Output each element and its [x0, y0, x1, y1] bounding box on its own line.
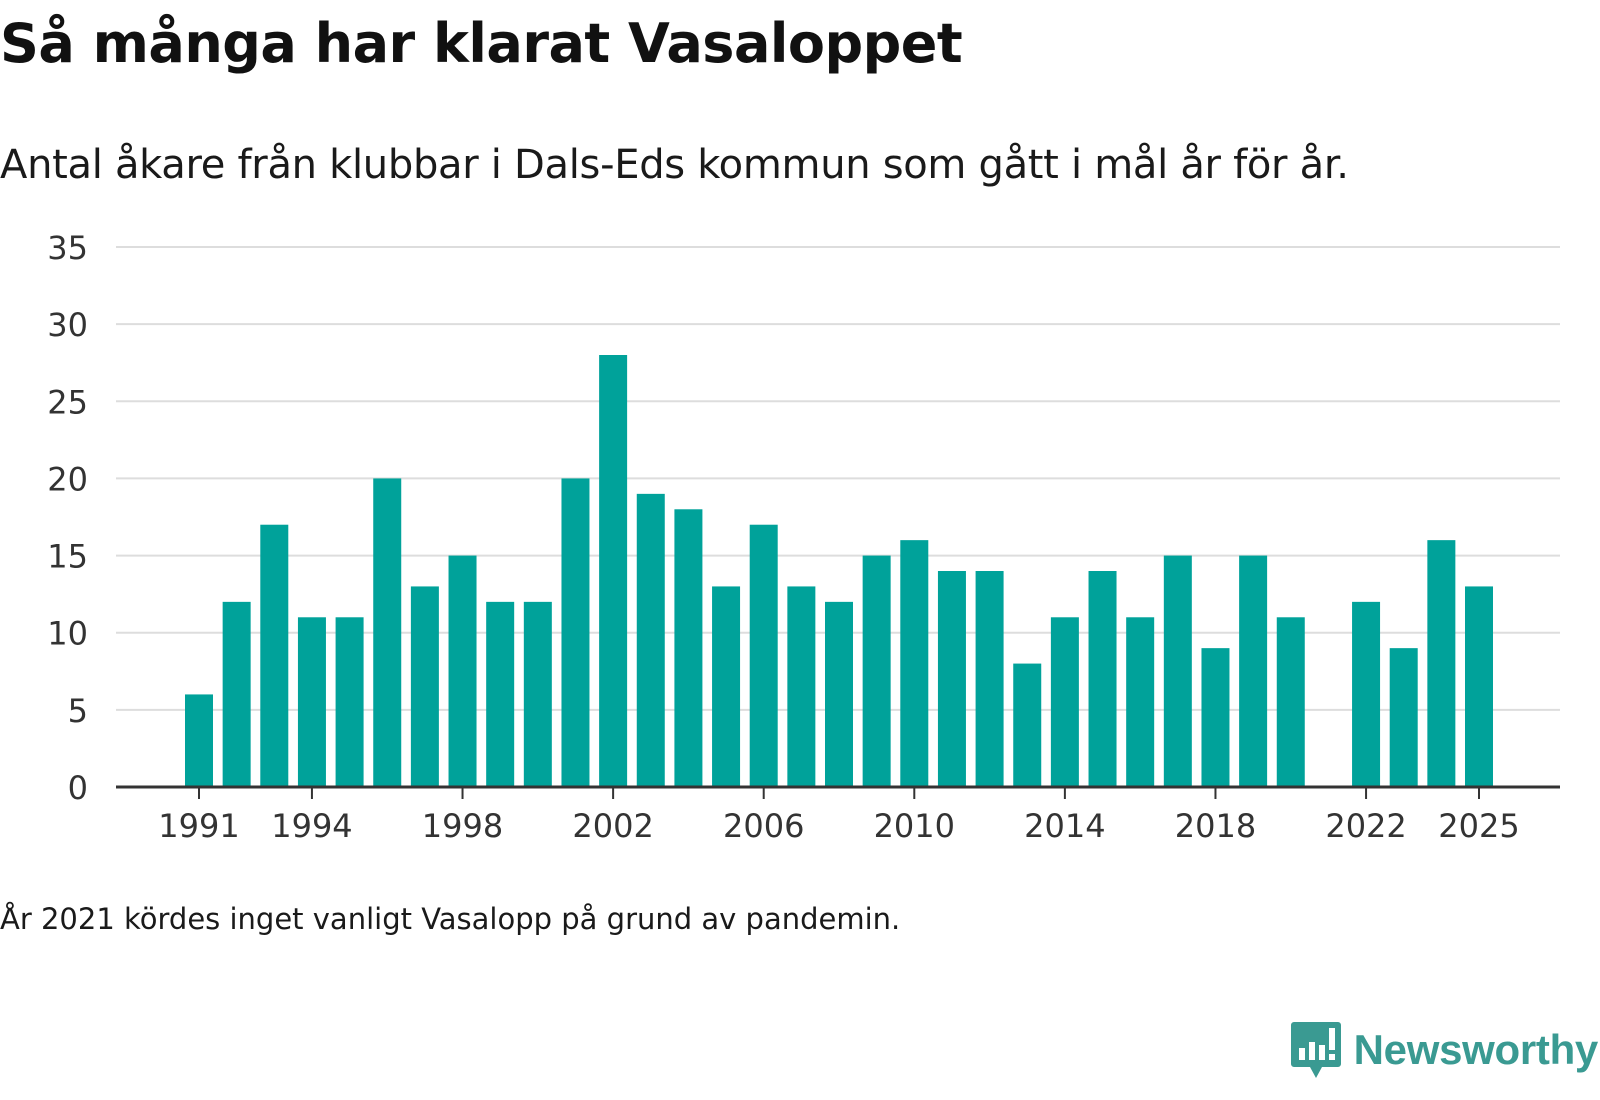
bar-2006	[749, 524, 778, 787]
y-tick-label: 30	[47, 306, 88, 344]
bar-1998	[448, 555, 477, 787]
bar-2013	[1013, 663, 1042, 787]
y-tick-label: 0	[68, 769, 88, 807]
bar-2018	[1201, 648, 1230, 787]
bar-2023	[1389, 648, 1418, 787]
bar-1993	[260, 524, 289, 787]
x-tick-label: 1998	[422, 807, 503, 845]
bar-2007	[787, 586, 816, 787]
brand-name: Newsworthy	[1353, 1026, 1599, 1073]
x-axis-ticks: 1991 1994 1998 2002 2006 2010 2014 2018 2022 2025	[158, 787, 1520, 845]
bar-2017	[1163, 555, 1192, 787]
bar-2020	[1276, 617, 1305, 787]
bar-1996	[373, 478, 402, 787]
bar-1995	[335, 617, 364, 787]
footnote: År 2021 kördes inget vanligt Vasalopp på…	[0, 902, 901, 936]
y-tick-label: 25	[47, 383, 88, 421]
y-tick-label: 35	[47, 229, 88, 267]
x-tick-label: 1994	[271, 807, 352, 845]
bar-2025	[1465, 586, 1493, 787]
bar-2011	[937, 571, 966, 787]
bar-2014	[1050, 617, 1079, 787]
bar-2005	[712, 586, 741, 787]
bar-2024	[1427, 540, 1456, 787]
bar-1999	[486, 601, 515, 787]
newsworthy-brand: Newsworthy	[1290, 1018, 1598, 1082]
bar-2009	[862, 555, 891, 787]
x-tick-label: 1991	[158, 807, 239, 845]
x-tick-label: 2022	[1325, 807, 1406, 845]
bars	[185, 355, 1493, 787]
x-tick-label: 2006	[723, 807, 804, 845]
y-tick-label: 10	[47, 615, 88, 653]
bar-2019	[1239, 555, 1268, 787]
x-tick-label: 2025	[1438, 807, 1519, 845]
bar-2004	[674, 509, 703, 787]
x-tick-label: 2014	[1024, 807, 1105, 845]
bar-1994	[297, 617, 326, 787]
bar-2008	[825, 601, 853, 787]
bar-2012	[975, 571, 1004, 787]
bar-2015	[1088, 571, 1117, 787]
bar-2001	[561, 478, 590, 787]
bar-2022	[1352, 601, 1381, 787]
x-tick-label: 2002	[572, 807, 653, 845]
newsworthy-logo-icon	[1290, 1022, 1341, 1078]
bar-1997	[410, 586, 439, 787]
y-tick-label: 15	[47, 538, 88, 576]
x-tick-label: 2018	[1175, 807, 1256, 845]
y-axis-ticks: 0 5 10 15 20 25 30 35	[47, 229, 88, 807]
chart-subtitle: Antal åkare från klubbar i Dals-Eds komm…	[0, 142, 1349, 188]
bar-2003	[636, 493, 665, 787]
bar-2000	[523, 601, 552, 787]
bar-2002	[599, 355, 628, 787]
bar-1992	[222, 601, 251, 787]
bar-1991	[185, 694, 213, 787]
x-tick-label: 2010	[874, 807, 955, 845]
bar-2016	[1126, 617, 1155, 787]
y-tick-label: 5	[68, 692, 88, 730]
y-tick-label: 20	[47, 460, 88, 498]
chart-title: Så många har klarat Vasaloppet	[0, 12, 963, 75]
bar-2010	[900, 540, 929, 787]
